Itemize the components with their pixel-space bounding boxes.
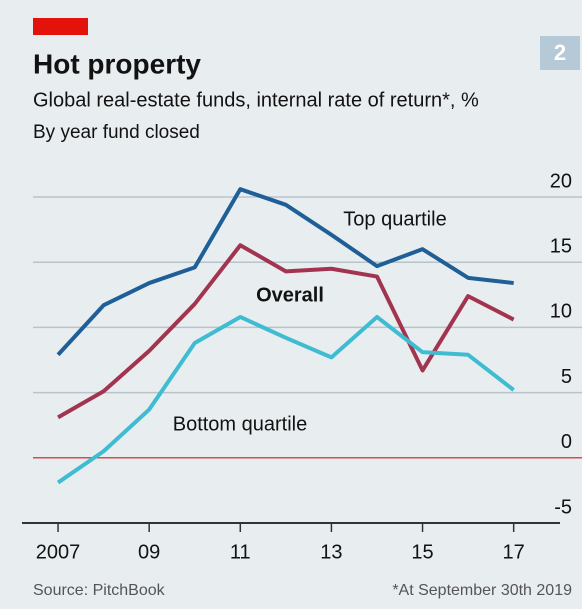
badge: 2 [554,40,566,65]
series-label: Bottom quartile [173,413,308,435]
x-tick-label: 11 [230,541,251,563]
brand-bar [33,18,88,35]
badge-box [540,36,580,70]
y-tick-label: 15 [550,235,572,257]
y-tick-label: 0 [561,431,572,453]
y-tick-label: 20 [550,170,572,192]
x-tick-label: 15 [411,541,433,563]
source: Source: PitchBook [33,582,166,599]
series-label: Top quartile [343,208,446,230]
y-tick-label: -5 [554,496,572,518]
x-tick-label: 09 [138,541,160,563]
footnote: *At September 30th 2019 [392,582,572,599]
series-line [57,243,515,420]
chart-subtitle: Global real-estate funds, internal rate … [33,89,479,111]
chart-note: By year fund closed [33,122,200,143]
series-label: Overall [256,284,324,306]
chart-title: Hot property [33,48,201,79]
x-tick-label: 13 [320,541,342,563]
y-tick-label: 5 [561,366,572,388]
series-line [56,187,514,357]
series-line [56,314,515,485]
x-tick-label: 17 [503,541,525,563]
x-tick-label: 2007 [36,541,81,563]
y-tick-label: 10 [550,301,572,323]
